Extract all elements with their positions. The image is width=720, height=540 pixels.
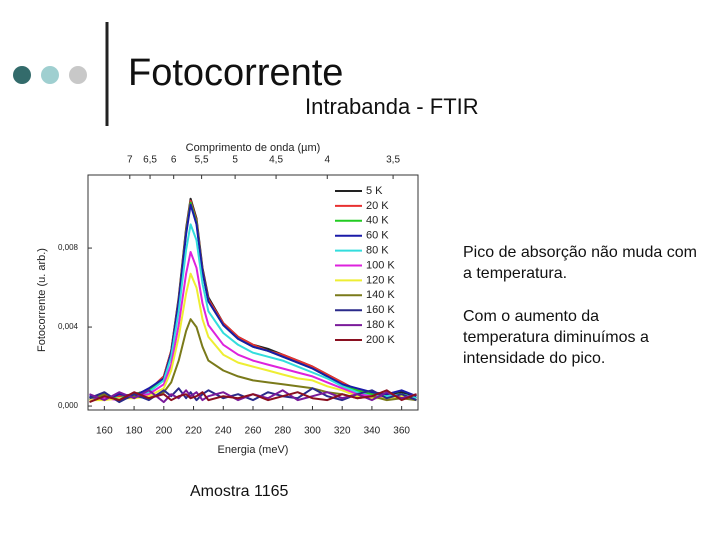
x-tick-label: 320 [334, 426, 351, 437]
y-tick-label: 0,004 [58, 322, 79, 331]
x2-label: Comprimento de onda (µm) [186, 142, 321, 154]
bullet-dot [69, 66, 87, 84]
x-tick-label: 220 [185, 426, 202, 437]
x2-tick-label: 6 [171, 155, 177, 166]
series-line [89, 251, 417, 402]
legend-label: 40 K [366, 215, 389, 227]
x-tick-label: 360 [393, 426, 410, 437]
y-label: Fotocorrente (u. arb.) [36, 248, 48, 352]
series-line [89, 203, 417, 402]
legend-label: 100 K [366, 259, 395, 271]
slide-title: Fotocorrente [128, 52, 344, 94]
x-tick-label: 240 [215, 426, 232, 437]
legend-label: 120 K [366, 274, 395, 286]
series-line [89, 389, 417, 404]
bullet-dot [13, 66, 31, 84]
legend-label: 200 K [366, 334, 395, 346]
x-tick-label: 340 [364, 426, 381, 437]
legend-label: 180 K [366, 319, 395, 331]
x-tick-label: 260 [245, 426, 262, 437]
caption: Amostra 1165 [190, 483, 289, 500]
x2-tick-label: 4,5 [269, 155, 283, 166]
x-tick-label: 300 [304, 426, 321, 437]
series-line [89, 389, 417, 404]
paragraph: Pico de absorção não muda com a temperat… [463, 244, 697, 282]
legend-label: 60 K [366, 230, 389, 242]
legend-label: 160 K [366, 304, 395, 316]
x-label: Energia (meV) [218, 444, 289, 456]
legend-label: 5 K [366, 185, 383, 197]
series-line [89, 223, 417, 402]
x2-tick-label: 6,5 [143, 155, 157, 166]
legend-label: 20 K [366, 200, 389, 212]
legend-label: 80 K [366, 245, 389, 257]
bullet-dot [41, 66, 59, 84]
x-tick-label: 200 [155, 426, 172, 437]
x2-tick-label: 5 [232, 155, 238, 166]
paragraph: Com o aumento da temperatura diminuímos … [463, 308, 649, 367]
x-tick-label: 160 [96, 426, 113, 437]
x2-tick-label: 7 [127, 155, 133, 166]
legend-label: 140 K [366, 289, 395, 301]
y-tick-label: 0,000 [58, 401, 79, 410]
slide-subtitle: Intrabanda - FTIR [305, 94, 479, 119]
x2-tick-label: 5,5 [195, 155, 209, 166]
x-tick-label: 180 [126, 426, 143, 437]
y-tick-label: 0,008 [58, 243, 79, 252]
x-tick-label: 280 [274, 426, 291, 437]
x2-tick-label: 4 [324, 155, 330, 166]
x2-tick-label: 3,5 [386, 155, 400, 166]
